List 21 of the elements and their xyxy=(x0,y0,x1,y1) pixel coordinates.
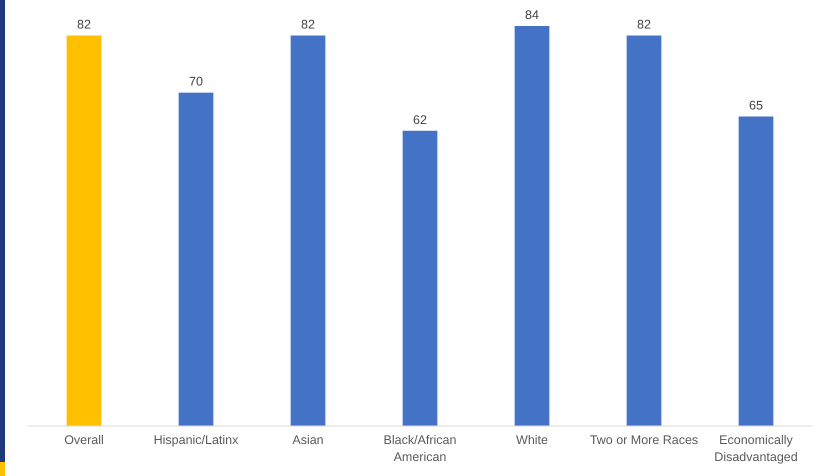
data-label: 82 xyxy=(637,18,651,32)
x-tick-label: Two or More Races xyxy=(590,433,698,447)
bar xyxy=(178,92,214,426)
bar xyxy=(290,36,326,426)
x-tick-label: Economically Disadvantaged xyxy=(714,433,798,464)
data-label: 82 xyxy=(301,18,315,32)
bar xyxy=(66,36,102,426)
bar xyxy=(402,130,438,426)
x-tick-label: White xyxy=(516,433,548,447)
bar xyxy=(738,116,774,426)
data-label: 84 xyxy=(525,8,539,22)
bar xyxy=(514,26,550,426)
data-label: 70 xyxy=(189,74,203,89)
data-label: 82 xyxy=(77,18,91,32)
data-label: 62 xyxy=(413,112,427,127)
x-tick-label: Overall xyxy=(64,433,104,447)
data-label: 65 xyxy=(749,98,763,112)
x-tick-label: Hispanic/Latinx xyxy=(154,433,240,447)
bar xyxy=(626,36,662,426)
x-tick-label: Black/African American xyxy=(384,433,457,464)
x-tick-label: Asian xyxy=(292,433,324,447)
